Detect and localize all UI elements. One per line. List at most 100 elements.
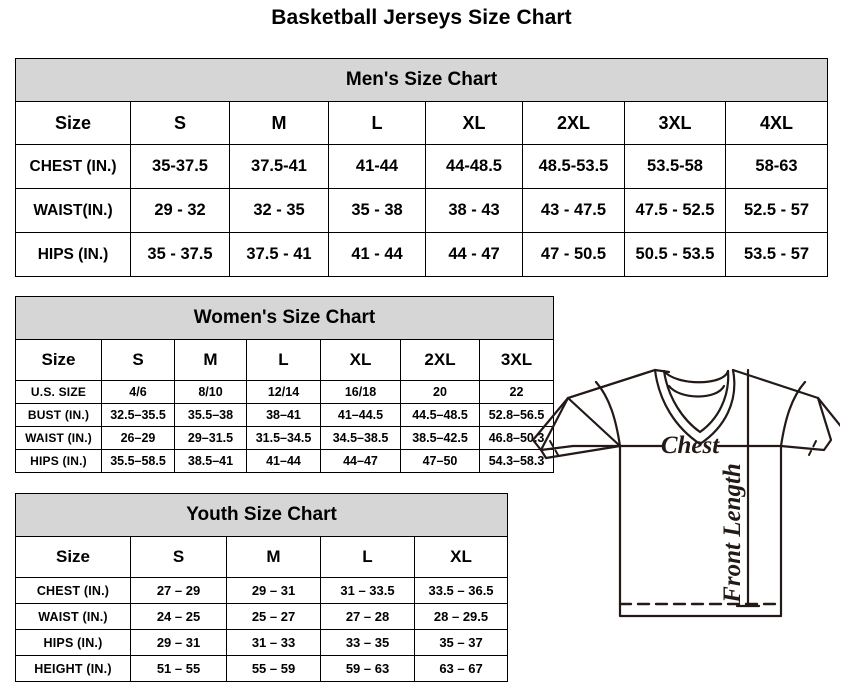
womens-cell-bust-xl: 41–44.5 [320, 403, 401, 427]
youth-row-label-height: HEIGHT (IN.) [15, 655, 131, 682]
jersey-left-underarm-curve [594, 380, 622, 448]
table-row: HEIGHT (IN.) 51 – 55 55 – 59 59 – 63 63 … [15, 655, 509, 682]
womens-cell-ussize-2xl: 20 [400, 380, 480, 404]
mens-cell-hips-xl: 44 - 47 [425, 232, 523, 277]
mens-cell-chest-4xl: 58-63 [724, 144, 829, 189]
table-row: U.S. SIZE 4/6 8/10 12/14 16/18 20 22 [15, 380, 554, 404]
jersey-collar-arc-second [667, 384, 726, 398]
youth-col-header-m: M [226, 536, 321, 578]
womens-cell-hips-3xl: 54.3–58.3 [479, 449, 554, 473]
youth-chart-caption: Youth Size Chart [14, 493, 509, 537]
youth-cell-chest-s: 27 – 29 [130, 577, 227, 604]
womens-row-label-bust: BUST (IN.) [15, 403, 102, 427]
jersey-right-sleeve-stitch [808, 440, 817, 456]
youth-cell-height-xl: 63 – 67 [413, 655, 509, 682]
youth-cell-hips-xl: 35 – 37 [413, 629, 509, 656]
mens-row-label-chest: CHEST (IN.) [15, 144, 131, 189]
womens-cell-ussize-xl: 16/18 [320, 380, 401, 404]
womens-col-header-l: L [246, 339, 321, 381]
womens-caption-row: Women's Size Chart [15, 296, 554, 340]
jersey-collar-band-inner [662, 369, 730, 434]
mens-col-header-m: M [229, 101, 329, 145]
womens-cell-bust-l: 38–41 [246, 403, 321, 427]
youth-cell-height-l: 59 – 63 [320, 655, 415, 682]
mens-cell-waist-2xl: 43 - 47.5 [522, 188, 625, 233]
womens-cell-ussize-m: 8/10 [174, 380, 247, 404]
table-row: CHEST (IN.) 35-37.5 37.5-41 41-44 44-48.… [15, 144, 829, 189]
table-row: HIPS (IN.) 35 - 37.5 37.5 - 41 41 - 44 4… [15, 232, 829, 277]
womens-cell-hips-s: 35.5–58.5 [101, 449, 175, 473]
jersey-right-sleeve-body [816, 396, 840, 427]
jersey-right-underarm-curve [779, 380, 807, 448]
youth-cell-chest-m: 29 – 31 [226, 577, 321, 604]
mens-col-header-2xl: 2XL [522, 101, 625, 145]
mens-row-label-waist: WAIST(IN.) [15, 188, 131, 233]
womens-column-header-row: Size S M L XL 2XL 3XL [15, 339, 554, 381]
womens-cell-bust-m: 35.5–38 [174, 403, 247, 427]
mens-column-header-row: Size S M L XL 2XL 3XL 4XL [15, 101, 829, 145]
youth-cell-waist-s: 24 – 25 [130, 603, 227, 630]
mens-cell-waist-l: 35 - 38 [328, 188, 426, 233]
youth-cell-waist-xl: 28 – 29.5 [413, 603, 509, 630]
mens-cell-waist-4xl: 52.5 - 57 [724, 188, 829, 233]
mens-size-chart-table: Men's Size Chart Size S M L XL 2XL 3XL 4… [14, 58, 829, 277]
mens-cell-hips-4xl: 53.5 - 57 [724, 232, 829, 277]
youth-cell-height-m: 55 – 59 [226, 655, 321, 682]
mens-cell-hips-l: 41 - 44 [328, 232, 426, 277]
front-length-measure-label: Front Length [719, 463, 746, 604]
table-row: BUST (IN.) 32.5–35.5 35.5–38 38–41 41–44… [15, 403, 554, 427]
jersey-measurement-diagram: Chest Front Length [528, 358, 840, 670]
mens-cell-waist-xl: 38 - 43 [425, 188, 523, 233]
mens-col-header-l: L [328, 101, 426, 145]
womens-cell-bust-s: 32.5–35.5 [101, 403, 175, 427]
mens-cell-waist-3xl: 47.5 - 52.5 [624, 188, 726, 233]
page-title: Basketball Jerseys Size Chart [271, 6, 572, 29]
youth-row-label-waist: WAIST (IN.) [15, 603, 131, 630]
mens-col-header-size: Size [15, 101, 131, 145]
jersey-collar-arc-top [662, 369, 730, 384]
mens-cell-chest-xl: 44-48.5 [425, 144, 523, 189]
youth-cell-waist-l: 27 – 28 [320, 603, 415, 630]
womens-size-chart-table: Women's Size Chart Size S M L XL 2XL 3XL… [15, 296, 554, 473]
womens-col-header-m: M [174, 339, 247, 381]
jersey-right-sleeve-outer [779, 396, 833, 452]
youth-cell-hips-l: 33 – 35 [320, 629, 415, 656]
jersey-left-sleeve-outline [531, 396, 622, 452]
womens-cell-waist-m: 29–31.5 [174, 426, 247, 450]
mens-cell-hips-3xl: 50.5 - 53.5 [624, 232, 726, 277]
table-row: WAIST (IN.) 24 – 25 25 – 27 27 – 28 28 –… [15, 603, 509, 630]
table-row: HIPS (IN.) 35.5–58.5 38.5–41 41–44 44–47… [15, 449, 554, 473]
youth-col-header-size: Size [15, 536, 131, 578]
mens-cell-chest-m: 37.5-41 [229, 144, 329, 189]
mens-row-label-hips: HIPS (IN.) [15, 232, 131, 277]
mens-cell-chest-s: 35-37.5 [130, 144, 230, 189]
mens-chart-caption: Men's Size Chart [14, 58, 829, 102]
mens-col-header-xl: XL [425, 101, 523, 145]
youth-caption-row: Youth Size Chart [14, 493, 509, 537]
table-row: CHEST (IN.) 27 – 29 29 – 31 31 – 33.5 33… [15, 577, 509, 604]
womens-row-label-waist: WAIST (IN.) [15, 426, 102, 450]
womens-cell-hips-xl: 44–47 [320, 449, 401, 473]
womens-cell-hips-m: 38.5–41 [174, 449, 247, 473]
youth-cell-chest-l: 31 – 33.5 [320, 577, 415, 604]
womens-cell-waist-xl: 34.5–38.5 [320, 426, 401, 450]
womens-cell-ussize-s: 4/6 [101, 380, 175, 404]
youth-size-chart-table: Youth Size Chart Size S M L XL CHEST (IN… [14, 493, 509, 682]
youth-row-label-chest: CHEST (IN.) [15, 577, 131, 604]
womens-cell-bust-2xl: 44.5–48.5 [400, 403, 480, 427]
womens-cell-waist-s: 26–29 [101, 426, 175, 450]
mens-cell-chest-3xl: 53.5-58 [624, 144, 726, 189]
youth-col-header-s: S [130, 536, 227, 578]
youth-cell-height-s: 51 – 55 [130, 655, 227, 682]
jersey-neckline-outer [653, 368, 736, 446]
mens-cell-waist-s: 29 - 32 [130, 188, 230, 233]
womens-cell-waist-2xl: 38.5–42.5 [400, 426, 480, 450]
womens-col-header-3xl: 3XL [479, 339, 554, 381]
mens-cell-waist-m: 32 - 35 [229, 188, 329, 233]
womens-chart-caption: Women's Size Chart [15, 296, 554, 340]
womens-col-header-s: S [101, 339, 175, 381]
youth-cell-waist-m: 25 – 27 [226, 603, 321, 630]
youth-row-label-hips: HIPS (IN.) [15, 629, 131, 656]
womens-col-header-xl: XL [320, 339, 401, 381]
jersey-left-sleeve-hem-edge [539, 444, 622, 460]
